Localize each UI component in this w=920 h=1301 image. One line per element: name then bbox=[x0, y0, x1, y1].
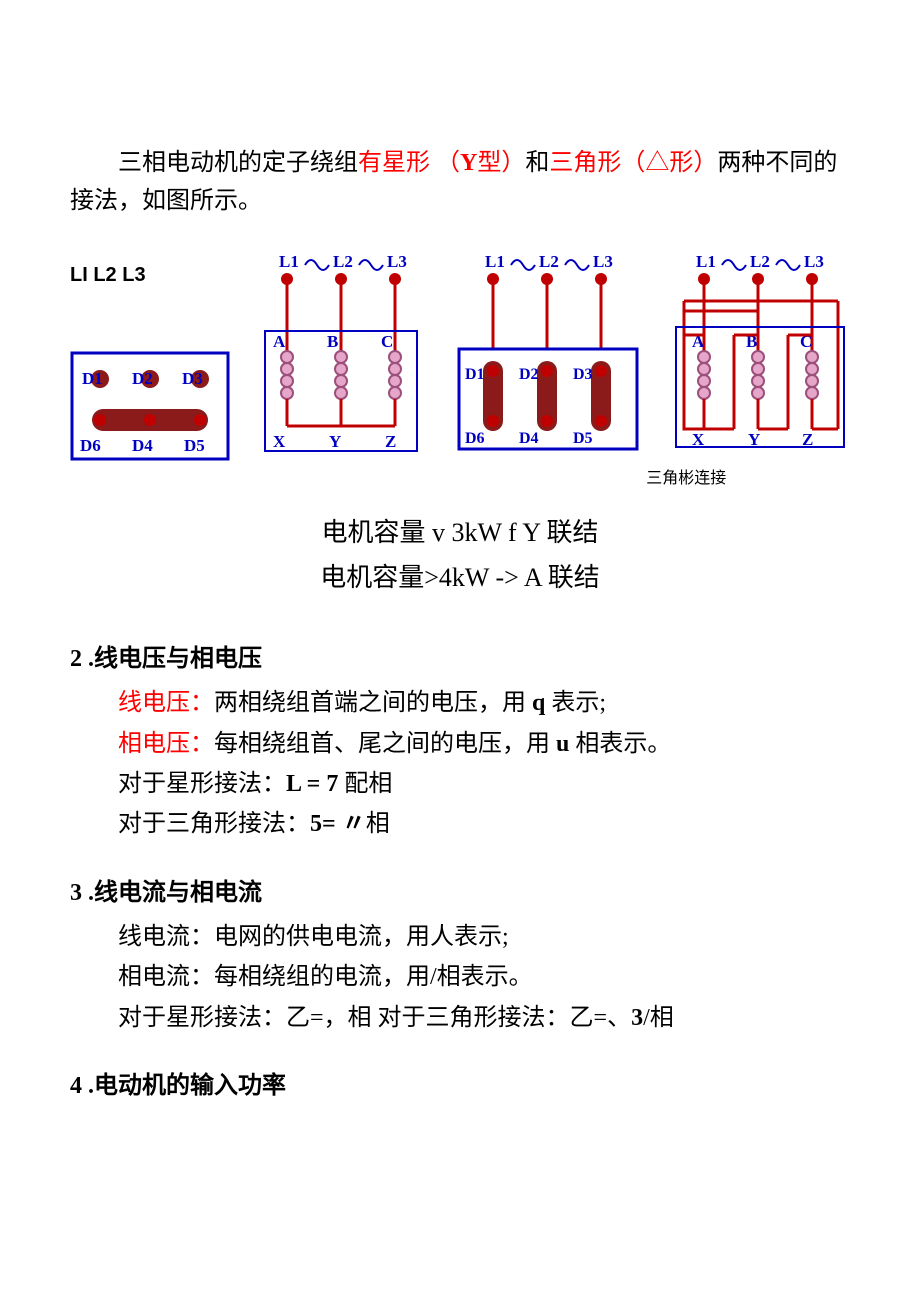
svg-text:D2: D2 bbox=[132, 369, 153, 388]
svg-text:D4: D4 bbox=[132, 436, 153, 455]
intro-t2: 有星形 （ bbox=[358, 150, 460, 176]
center-line-2: 电机容量>4kW -> A 联结 bbox=[70, 556, 850, 600]
svg-text:D1: D1 bbox=[82, 369, 103, 388]
intro-t5: 和 bbox=[525, 150, 549, 176]
svg-text:Y: Y bbox=[748, 430, 760, 449]
svg-text:L1: L1 bbox=[485, 252, 505, 271]
center-line-1: 电机容量 v 3kW f Y 联结 bbox=[70, 511, 850, 555]
diagram-3: L1 L2 L3 D1 D2 D3 D6 bbox=[453, 251, 643, 461]
s2-l2d: 相表示。 bbox=[569, 731, 671, 757]
svg-text:Z: Z bbox=[802, 430, 813, 449]
svg-text:L1: L1 bbox=[279, 252, 299, 271]
s2-l1c: q bbox=[532, 690, 545, 716]
svg-text:L2: L2 bbox=[539, 252, 559, 271]
s2-l1a: 线电压： bbox=[118, 690, 214, 716]
s2-l4b: 5= 〃 bbox=[310, 811, 366, 837]
s3-line3: 对于星形接法：乙=，相 对于三角形接法：乙=、3/相 bbox=[70, 999, 850, 1037]
svg-text:A: A bbox=[273, 332, 286, 351]
terminal-box-delta-svg: L1 L2 L3 D1 D2 D3 D6 bbox=[453, 251, 643, 461]
s3-line2: 相电流：每相绕组的电流，用/相表示。 bbox=[70, 958, 850, 996]
intro-t3: Y bbox=[460, 150, 477, 176]
svg-text:L2: L2 bbox=[333, 252, 353, 271]
svg-text:D3: D3 bbox=[182, 369, 203, 388]
s2-l4c: 相 bbox=[366, 811, 390, 837]
s2-l2b: 每相绕组首、尾之间的电压，用 bbox=[214, 731, 556, 757]
intro-t4: 型） bbox=[477, 150, 525, 176]
s2-l2a: 相电压： bbox=[118, 731, 214, 757]
s2-line3: 对于星形接法：L = 7 配相 bbox=[70, 765, 850, 803]
center-lines: 电机容量 v 3kW f Y 联结 电机容量>4kW -> A 联结 bbox=[70, 511, 850, 599]
diagram-4: L1 L2 L3 A B C bbox=[670, 251, 850, 461]
s2-line2: 相电压：每相绕组首、尾之间的电压，用 u 相表示。 bbox=[70, 725, 850, 763]
svg-text:D5: D5 bbox=[573, 430, 593, 447]
svg-text:D6: D6 bbox=[80, 436, 101, 455]
s3-l3b: 3 bbox=[631, 1005, 643, 1031]
section-2-title: 2 .线电压与相电压 bbox=[70, 640, 850, 678]
delta-caption: 三角彬连接 bbox=[646, 470, 726, 487]
svg-text:Y: Y bbox=[329, 432, 341, 451]
s2-l3c: 配相 bbox=[338, 771, 392, 797]
svg-text:D1: D1 bbox=[465, 366, 485, 383]
svg-text:D2: D2 bbox=[519, 366, 539, 383]
header-label: LI L2 L3 bbox=[70, 259, 146, 291]
diagram-row: LI L2 L3 D1 D2 D3 D6 D4 D5 L1 L2 L3 bbox=[70, 251, 850, 461]
delta-schematic-svg: L1 L2 L3 A B C bbox=[670, 251, 850, 461]
svg-text:L3: L3 bbox=[804, 252, 824, 271]
s2-l2c: u bbox=[556, 731, 569, 757]
diagram-1: LI L2 L3 D1 D2 D3 D6 D4 D5 bbox=[70, 259, 230, 461]
svg-text:Z: Z bbox=[385, 432, 396, 451]
s3-l3a: 对于星形接法：乙=，相 对于三角形接法：乙=、 bbox=[118, 1005, 631, 1031]
svg-text:L3: L3 bbox=[593, 252, 613, 271]
intro-t1: 三相电动机的定子绕组 bbox=[118, 150, 358, 176]
terminal-box-star-svg: D1 D2 D3 D6 D4 D5 bbox=[70, 351, 230, 461]
intro-t6: 三角形（△形） bbox=[549, 150, 717, 176]
s3-l3c: /相 bbox=[643, 1005, 674, 1031]
s2-l3a: 对于星形接法： bbox=[118, 771, 286, 797]
s3-line1: 线电流：电网的供电电流，用人表示; bbox=[70, 918, 850, 956]
diagram-2: L1 L2 L3 A B C bbox=[257, 251, 427, 461]
s2-line1: 线电压：两相绕组首端之间的电压，用 q 表示; bbox=[70, 684, 850, 722]
svg-text:X: X bbox=[273, 432, 286, 451]
s2-l4a: 对于三角形接法： bbox=[118, 811, 310, 837]
svg-text:C: C bbox=[381, 332, 393, 351]
s2-l3b: L = 7 bbox=[286, 771, 338, 797]
svg-text:B: B bbox=[327, 332, 338, 351]
svg-text:D5: D5 bbox=[184, 436, 205, 455]
svg-text:D4: D4 bbox=[519, 430, 539, 447]
s2-l1b: 两相绕组首端之间的电压，用 bbox=[214, 690, 532, 716]
svg-text:D6: D6 bbox=[465, 430, 485, 447]
y-schematic-svg: L1 L2 L3 A B C bbox=[257, 251, 427, 461]
section-3-title: 3 .线电流与相电流 bbox=[70, 874, 850, 912]
section-4-title: 4 .电动机的输入功率 bbox=[70, 1067, 850, 1105]
intro-paragraph: 三相电动机的定子绕组有星形 （Y型）和三角形（△形）两种不同的接法，如图所示。 bbox=[70, 144, 850, 221]
svg-text:L3: L3 bbox=[387, 252, 407, 271]
caption-row: 三角彬连接 bbox=[70, 466, 850, 492]
s2-l1d: 表示; bbox=[545, 690, 606, 716]
svg-text:X: X bbox=[692, 430, 705, 449]
svg-text:D3: D3 bbox=[573, 366, 593, 383]
svg-text:L1: L1 bbox=[696, 252, 716, 271]
svg-text:L2: L2 bbox=[750, 252, 770, 271]
s2-line4: 对于三角形接法：5= 〃相 bbox=[70, 805, 850, 843]
